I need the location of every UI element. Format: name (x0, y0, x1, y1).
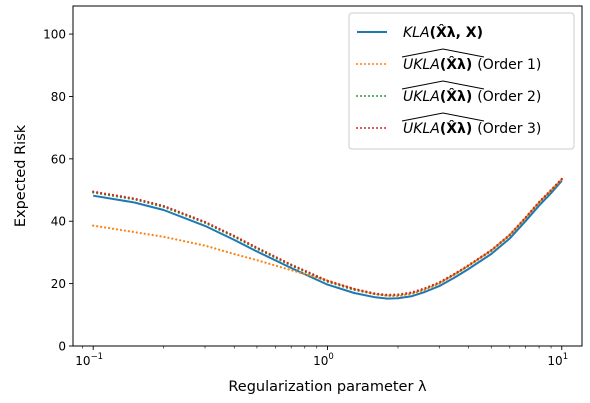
y-tick-label: 40 (51, 215, 66, 229)
series-lines (92, 177, 563, 300)
legend-label-4: UKLA(X̂λ) (Order 3) (403, 120, 541, 137)
series-line-1 (93, 180, 563, 300)
series-line-4 (92, 177, 563, 296)
legend-hat-2 (401, 48, 485, 58)
y-tick-label: 20 (51, 277, 66, 291)
legend-hat-3 (401, 80, 485, 90)
legend-hat-4 (401, 112, 485, 122)
legend-box (348, 12, 575, 150)
y-axis-label: Expected Risk (13, 124, 29, 227)
series-line-2 (92, 178, 563, 298)
y-tick-label: 80 (51, 90, 66, 104)
legend-label-3: UKLA(X̂λ) (Order 2) (403, 88, 541, 105)
x-tick-label: 10−1 (75, 352, 103, 368)
series-line-3 (92, 178, 563, 297)
plot-axes: 0 20 40 60 80 100 10−1 100 101 Regularization par… (13, 5, 583, 395)
x-tick-label: 100 (313, 352, 334, 368)
legend-label-1: KLA(X̂λ, X) (403, 24, 483, 41)
x-tick-label: 101 (547, 352, 568, 368)
y-tick-label: 60 (51, 152, 66, 166)
y-tick-label: 100 (43, 28, 66, 42)
x-axis-label: Regularization parameter λ (228, 379, 427, 395)
y-tick-label: 0 (58, 340, 66, 354)
legend-label-2: UKLA(X̂λ) (Order 1) (403, 56, 541, 73)
legend: KLA(X̂λ, X) UKLA(X̂λ) (Order 1) UKLA(X̂λ) (O… (348, 12, 575, 150)
